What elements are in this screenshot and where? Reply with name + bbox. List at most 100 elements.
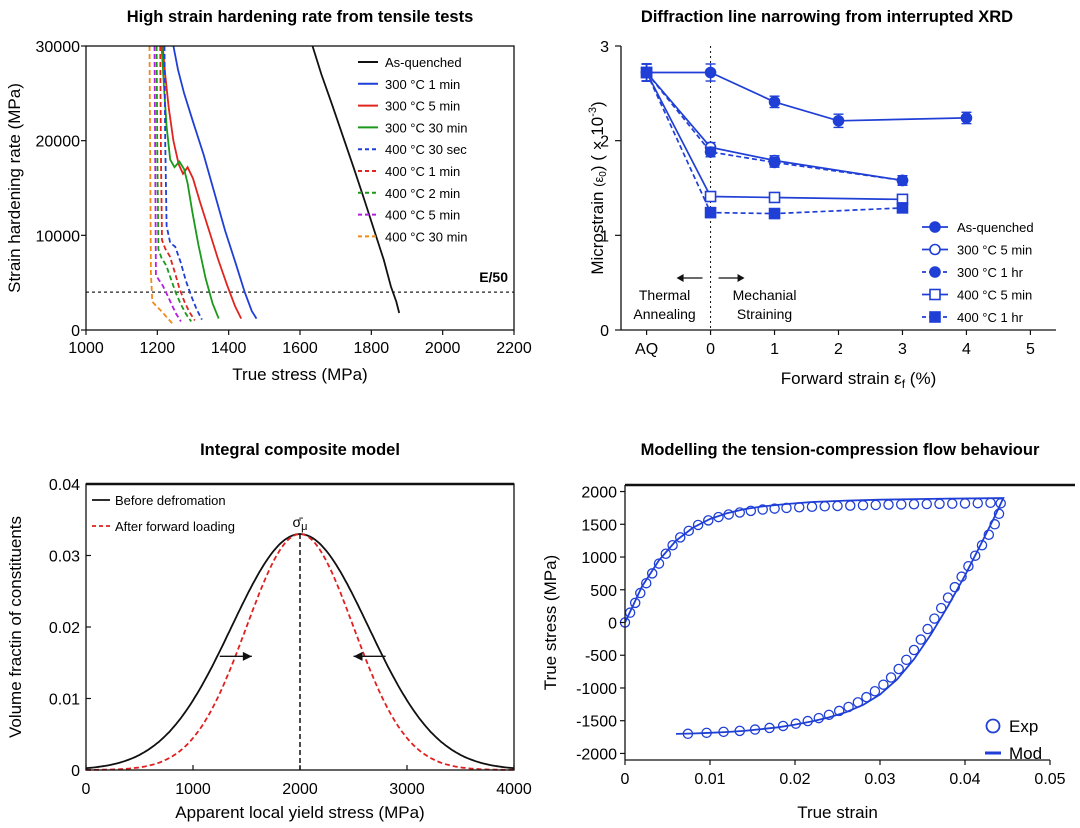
data-point — [641, 577, 652, 589]
x-tick-label: 0.05 — [1034, 771, 1065, 788]
data-point — [878, 679, 889, 690]
y-tick-label: 0.03 — [49, 549, 80, 566]
x-axis-label: True stress (MPa) — [232, 365, 367, 384]
legend-entry: 300 °C 1 hr — [957, 265, 1024, 280]
data-point — [915, 634, 927, 645]
legend: As-quenched 300 °C 1 min 300 °C 5 min 300 °… — [358, 55, 468, 244]
x-tick-label: 0.02 — [779, 771, 810, 788]
data-point — [893, 663, 904, 675]
legend-entry: 400 °C 30 min — [385, 229, 468, 244]
data-point — [929, 266, 941, 278]
x-tick-label: 4 — [962, 341, 971, 358]
x-tick-label: 0.01 — [694, 771, 725, 788]
series — [640, 63, 909, 206]
data-point — [959, 498, 971, 509]
data-point — [896, 174, 909, 187]
x-tick-label: 0 — [82, 781, 91, 798]
data-point — [734, 507, 746, 518]
data-point — [682, 728, 694, 740]
annotation-thermal: Annealing — [633, 306, 695, 322]
data-point — [960, 112, 973, 124]
data-point — [929, 221, 941, 233]
data-point — [777, 720, 789, 732]
legend-swatch — [985, 718, 1001, 734]
data-point — [983, 529, 995, 541]
y-tick-label: 2 — [600, 134, 609, 151]
y-tick-label: 20000 — [36, 134, 81, 151]
annotation-mechanical: Mechanial — [733, 287, 797, 303]
x-tick-label: 0 — [706, 341, 715, 358]
data-point — [963, 560, 974, 572]
chart-title: Integral composite model — [200, 441, 400, 459]
data-point — [885, 672, 897, 683]
data-point — [768, 207, 781, 220]
data-lines — [86, 46, 514, 325]
series-line — [645, 72, 903, 215]
data-point — [764, 722, 775, 734]
data-point — [922, 623, 933, 635]
legend-entry: 400 °C 5 min — [385, 208, 460, 223]
data-point — [704, 146, 717, 158]
data-point — [929, 288, 941, 301]
data-point — [692, 519, 704, 531]
data-point — [704, 206, 717, 219]
data-point — [857, 500, 869, 511]
legend-entry: 300 °C 1 min — [385, 77, 460, 92]
legend-entry: As-quenched — [385, 55, 462, 70]
series-line — [646, 71, 967, 122]
series — [640, 63, 909, 220]
data-point — [956, 571, 967, 582]
x-tick-label: 3000 — [389, 781, 425, 798]
data-point — [852, 697, 864, 708]
y-tick-label: 2000 — [581, 485, 617, 502]
data-point — [832, 500, 843, 512]
y-tick-label: 1500 — [581, 517, 617, 534]
data-point — [703, 515, 714, 526]
x-tick-label: 4000 — [496, 781, 532, 798]
x-axis-label: Forward strain εf (%) — [781, 369, 936, 391]
x-tick-label: 3 — [898, 341, 907, 358]
data-point — [896, 499, 907, 510]
x-tick-label: 1000 — [68, 340, 104, 357]
x-tick-label: 0 — [621, 771, 630, 788]
y-tick-label: -1000 — [576, 681, 617, 698]
legend: As-quenched 300 °C 5 min 300 °C 1 hr 400 °C… — [922, 220, 1034, 325]
data-point — [734, 725, 746, 737]
x-tick-label: 2000 — [425, 340, 461, 357]
y-tick-label: 0.01 — [49, 692, 80, 709]
data-point — [790, 718, 802, 729]
data-point — [757, 504, 768, 515]
x-tick-label: 1200 — [140, 340, 176, 357]
series-line — [148, 46, 173, 325]
annotation-mechanical: Straining — [737, 306, 792, 322]
data-point — [972, 497, 984, 509]
chart-title: High strain hardening rate from tensile … — [127, 8, 474, 26]
data-point — [908, 644, 920, 656]
data-point — [969, 550, 981, 561]
legend-entry: After forward loading — [115, 519, 235, 534]
data-point — [901, 654, 912, 666]
data-point — [921, 498, 933, 510]
x-tick-label: 1600 — [282, 340, 318, 357]
series-line — [159, 46, 196, 321]
data-point — [806, 501, 818, 512]
data-point — [653, 558, 665, 569]
data-point — [769, 503, 780, 514]
data-point — [718, 726, 729, 738]
data-point — [704, 66, 717, 79]
chart-title: Diffraction line narrowing from interrup… — [641, 8, 1013, 26]
arrow-right-head — [737, 274, 745, 282]
legend-entry: 400 °C 5 min — [957, 288, 1032, 303]
data-point — [713, 511, 724, 523]
data-point — [675, 532, 686, 543]
data-point — [667, 539, 678, 551]
model-line — [624, 497, 1005, 735]
chart-tension-compression: Modelling the tension-compression flow b… — [541, 441, 1075, 822]
y-tick-label: -2000 — [576, 746, 617, 763]
series — [640, 63, 909, 187]
data-point — [823, 709, 835, 721]
data-point — [845, 500, 856, 511]
legend-entry: 400 °C 2 min — [385, 186, 460, 201]
data-point — [896, 202, 909, 214]
